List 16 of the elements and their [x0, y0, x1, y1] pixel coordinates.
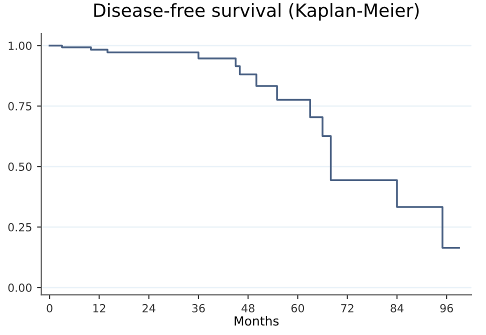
x-tick-label: 48	[242, 304, 254, 312]
y-tick-label: 0.00	[8, 284, 32, 292]
x-tick-label: 96	[440, 304, 453, 312]
x-tick-label: 36	[192, 304, 205, 312]
x-tick-label: 0	[46, 304, 52, 312]
chart-title: Disease-free survival (Kaplan-Meier)	[94, 3, 419, 21]
y-tick-label: 0.75	[8, 102, 32, 110]
x-tick-label: 84	[390, 304, 404, 312]
y-tick-label: 0.50	[8, 162, 32, 171]
y-tick-label: 1.00	[8, 42, 32, 50]
x-tick-label: 72	[341, 304, 354, 312]
x-tick-label: 60	[291, 304, 304, 312]
x-axis-title: Months	[234, 316, 279, 326]
x-tick-label: 24	[142, 304, 156, 312]
y-tick-label: 0.25	[8, 223, 32, 232]
x-tick-label: 12	[93, 304, 106, 312]
